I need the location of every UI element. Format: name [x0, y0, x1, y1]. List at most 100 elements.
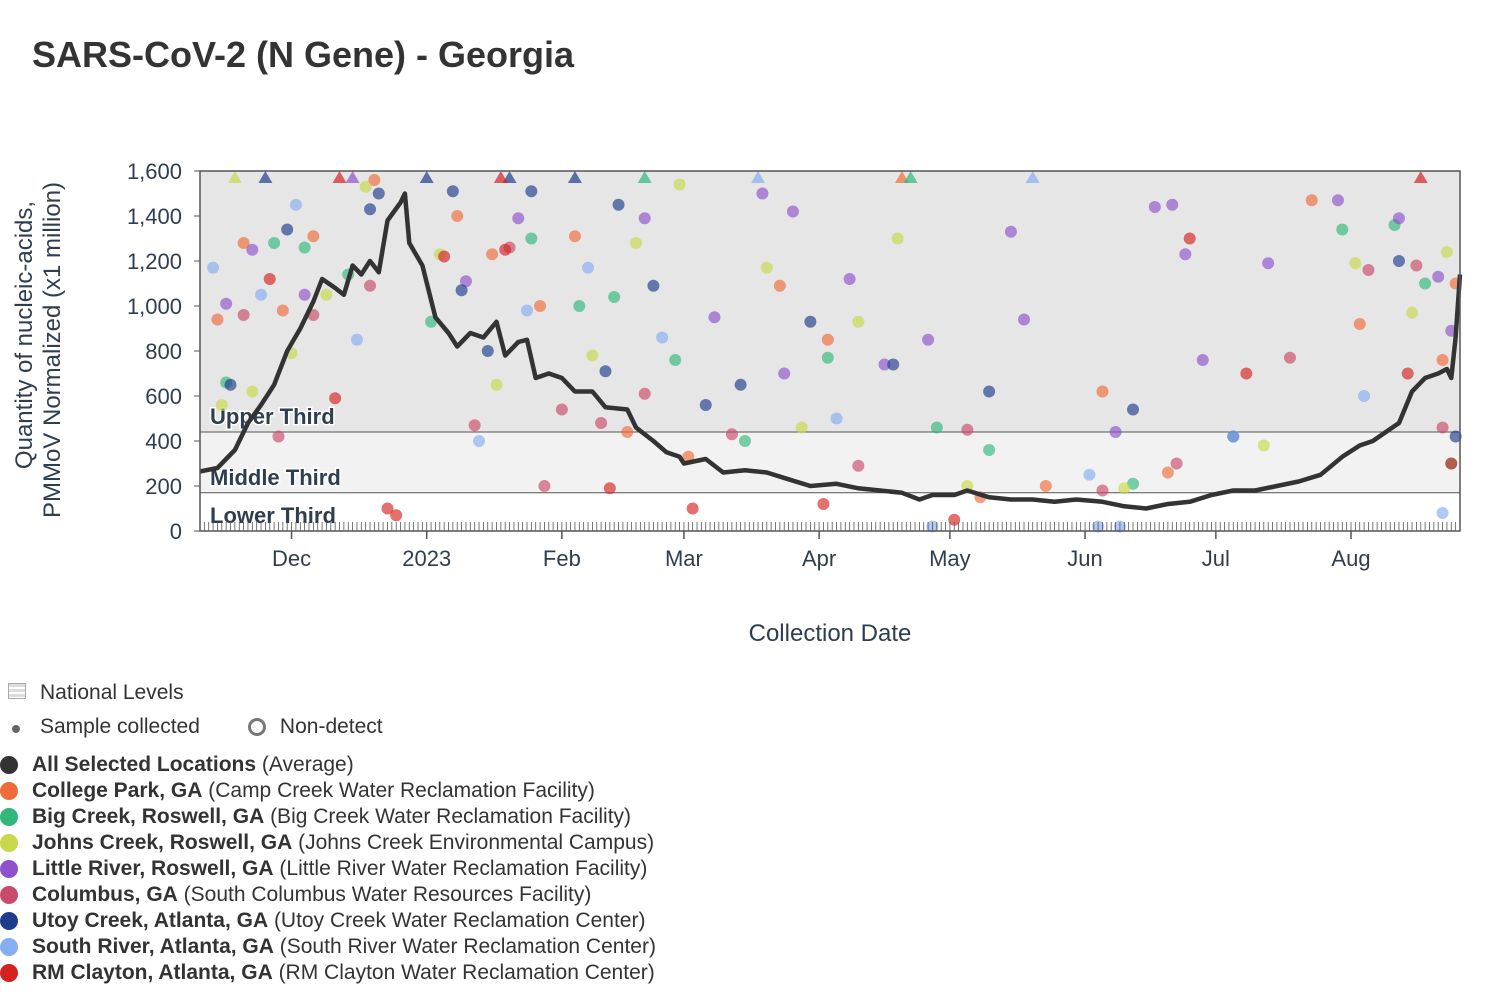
data-point-7-5 — [499, 243, 512, 256]
data-point-5-16 — [1127, 403, 1140, 416]
x-tick-label-4: Apr — [802, 546, 836, 571]
data-point-3-14 — [1148, 201, 1161, 213]
data-point-2-18 — [1440, 246, 1453, 258]
data-point-3-15 — [1166, 198, 1179, 211]
data-point-7-0 — [263, 273, 276, 285]
data-point-1-16 — [983, 444, 996, 456]
legend-location-7[interactable]: South River, Atlanta, GA (South River Wa… — [0, 934, 656, 960]
data-point-2-6 — [490, 378, 503, 391]
legend-location-name: Big Creek, Roswell, GA — [32, 805, 265, 828]
data-point-5-9 — [612, 198, 625, 211]
x-tick-label-7: Jul — [1202, 546, 1230, 571]
legend-national-levels[interactable]: National Levels — [6, 676, 383, 710]
data-point-4-5 — [555, 403, 568, 416]
legend-location-name: RM Clayton, Atlanta, GA — [32, 961, 273, 984]
data-point-0-6 — [486, 248, 499, 261]
x-axis-label: Collection Date — [749, 620, 912, 647]
legend-location-facility: (RM Clayton Water Reclamation Center) — [272, 961, 655, 984]
data-point-6-13 — [1227, 430, 1240, 443]
legend-location-3[interactable]: Johns Creek, Roswell, GA (Johns Creek En… — [0, 830, 656, 856]
data-point-5-7 — [525, 185, 538, 198]
legend-location-2[interactable]: Big Creek, Roswell, GA (Big Creek Water … — [0, 804, 656, 830]
data-point-6-15 — [1436, 507, 1449, 519]
data-point-3-9 — [786, 205, 799, 218]
x-tick-label-1: 2023 — [402, 546, 451, 571]
data-point-7-7 — [686, 502, 699, 515]
data-point-4-6 — [595, 417, 608, 429]
data-point-3-19 — [1392, 212, 1405, 225]
data-point-1-5 — [525, 232, 538, 245]
legend-location-1[interactable]: College Park, GA (Camp Creek Water Recla… — [0, 778, 656, 804]
overflow-marker-6-16 — [751, 171, 766, 183]
data-point-6-6 — [582, 261, 595, 274]
data-point-1-8 — [669, 354, 682, 366]
overflow-marker-5-20 — [258, 171, 273, 183]
overflow-marker-3-3 — [345, 171, 360, 183]
data-point-3-24 — [778, 367, 791, 380]
data-point-0-19 — [621, 426, 634, 438]
data-point-4-17 — [538, 480, 551, 492]
legend-location-6[interactable]: Utoy Creek, Atlanta, GA (Utoy Creek Wate… — [0, 908, 656, 934]
overflow-marker-1-15 — [637, 171, 652, 183]
x-tick-label-0: Dec — [272, 546, 311, 571]
data-point-3-20 — [1432, 270, 1445, 283]
legend-color-dot-icon — [0, 808, 18, 826]
data-point-2-12 — [891, 232, 904, 245]
data-point-0-4 — [368, 174, 381, 186]
data-point-4-3 — [468, 419, 481, 432]
data-point-1-9 — [821, 351, 834, 364]
legend-locations: All Selected Locations (Average) College … — [0, 752, 656, 986]
legend-location-name: College Park, GA — [32, 779, 203, 802]
legend-location-facility: (Johns Creek Environmental Campus) — [292, 831, 655, 854]
data-point-2-1 — [246, 385, 259, 398]
legend-location-0[interactable]: All Selected Locations (Average) — [0, 752, 656, 778]
x-tick-label-2: Feb — [543, 546, 581, 571]
y-tick-label-2: 400 — [145, 429, 182, 454]
data-point-7-13 — [1445, 457, 1458, 470]
data-point-4-10 — [961, 423, 974, 436]
y-tick-label-6: 1,200 — [127, 249, 182, 274]
legend-color-dot-icon — [0, 886, 18, 904]
data-point-3-18 — [1331, 194, 1344, 207]
data-point-7-11 — [1240, 367, 1253, 380]
data-point-7-6 — [603, 482, 616, 495]
data-point-7-4 — [438, 250, 451, 263]
legend-location-5[interactable]: Columbus, GA (South Columbus Water Resou… — [0, 882, 656, 908]
overflow-marker-5-21 — [419, 171, 434, 183]
data-point-1-6 — [573, 300, 586, 312]
data-point-0-20 — [1039, 480, 1052, 492]
x-tick-label-5: May — [929, 546, 971, 571]
overflow-marker-2-19 — [227, 171, 242, 183]
legend-color-dot-icon — [0, 782, 18, 800]
data-point-4-8 — [725, 428, 738, 441]
national-levels-icon — [8, 683, 26, 699]
data-point-2-9 — [673, 178, 686, 191]
data-point-6-5 — [520, 304, 533, 317]
y-axis-label-line1: Quantity of nucleic-acids, — [11, 201, 38, 469]
data-point-1-2 — [298, 241, 311, 254]
data-point-2-15 — [1257, 439, 1270, 452]
x-tick-label-3: Mar — [665, 546, 703, 571]
data-point-2-3 — [320, 288, 333, 301]
overflow-marker-5-23 — [567, 171, 582, 183]
data-point-2-17 — [1406, 306, 1419, 319]
legend-location-4[interactable]: Little River, Roswell, GA (Little River … — [0, 856, 656, 882]
y-tick-label-5: 1,000 — [127, 294, 182, 319]
y-tick-label-8: 1,600 — [127, 159, 182, 184]
data-point-0-1 — [237, 237, 250, 249]
data-point-5-1 — [281, 223, 294, 236]
chart-plot: Upper Third Middle Third Lower Third 0 200 40… — [11, 159, 1463, 647]
legend-location-name: Columbus, GA — [32, 883, 178, 906]
data-point-5-5 — [455, 284, 468, 297]
y-tick-label-3: 600 — [145, 384, 182, 409]
data-point-5-3 — [372, 187, 385, 200]
data-point-2-8 — [629, 237, 642, 249]
data-point-0-0 — [211, 313, 224, 326]
data-point-5-0 — [224, 378, 237, 391]
data-point-0-3 — [307, 230, 320, 243]
legend-symbols: National Levels Sample collected Non-det… — [6, 676, 383, 744]
legend-location-8[interactable]: RM Clayton, Atlanta, GA (RM Clayton Wate… — [0, 960, 656, 986]
data-point-3-13 — [1109, 426, 1122, 438]
data-point-3-6 — [638, 212, 651, 225]
data-point-3-4 — [459, 275, 472, 288]
